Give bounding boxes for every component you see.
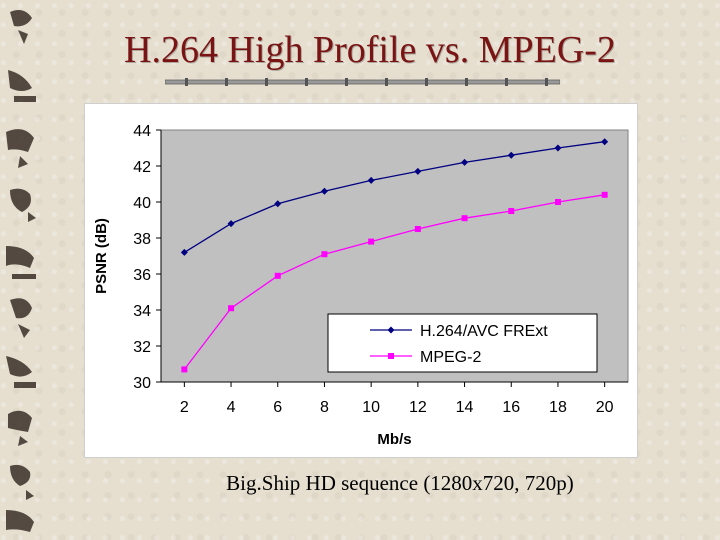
data-point [180, 248, 188, 256]
data-point [461, 158, 469, 166]
y-tick-label: 38 [133, 231, 151, 248]
x-tick-label: 20 [596, 399, 614, 416]
data-point [274, 200, 282, 208]
y-tick-label: 40 [133, 195, 151, 212]
y-tick-label: 32 [133, 339, 151, 356]
data-point [414, 167, 422, 175]
y-axis: 30 32 34 36 38 40 42 44 [133, 123, 162, 392]
data-point [367, 176, 375, 184]
slide-caption: Big.Ship HD sequence (1280x720, 720p) [226, 471, 574, 495]
data-point [508, 208, 515, 214]
data-point [274, 272, 281, 279]
data-point [414, 226, 421, 232]
x-tick-label: 18 [549, 399, 567, 416]
series-h264 [180, 138, 609, 256]
x-tick-label: 2 [180, 399, 189, 416]
data-point [554, 199, 561, 205]
y-tick-label: 34 [133, 303, 151, 320]
x-tick-label: 16 [502, 399, 520, 416]
legend-item: H.264/AVC FRExt [370, 323, 548, 340]
data-point [554, 144, 562, 152]
data-point [181, 366, 188, 373]
data-point [601, 138, 609, 146]
data-point [601, 191, 608, 198]
x-tick-label: 4 [227, 399, 236, 416]
psnr-line-chart: 30 32 34 36 38 40 42 44 2 4 6 8 10 12 14 16 18 20 PSNR (… [93, 123, 629, 448]
slide-title: H.264 High Profile vs. MPEG-2 [124, 29, 616, 71]
y-axis-label: PSNR (dB) [93, 218, 110, 294]
series-mpeg2 [181, 191, 608, 373]
legend-swatch-marker [388, 353, 394, 359]
data-point [228, 305, 235, 312]
legend-swatch-marker [387, 326, 395, 334]
series-line [184, 141, 605, 253]
x-tick-label: 8 [320, 399, 329, 416]
x-tick-label: 6 [273, 399, 282, 416]
data-point [227, 220, 235, 228]
series-layer [180, 138, 609, 373]
x-axis: 2 4 6 8 10 12 14 16 18 20 [161, 381, 628, 416]
x-tick-label: 10 [362, 399, 380, 416]
series-line [183, 194, 605, 370]
y-tick-label: 44 [133, 123, 151, 140]
title-underline-rule [165, 78, 560, 86]
y-tick-label: 30 [133, 375, 151, 392]
x-tick-label: 12 [409, 399, 427, 416]
legend-item: MPEG-2 [370, 349, 481, 366]
x-axis-label: Mb/s [377, 431, 411, 448]
y-tick-label: 36 [133, 267, 151, 284]
data-point [321, 251, 328, 258]
data-point [507, 151, 515, 159]
data-point [320, 187, 328, 195]
x-tick-label: 14 [456, 399, 474, 416]
legend-label: H.264/AVC FRExt [420, 323, 548, 340]
legend-box [327, 313, 598, 373]
data-point [368, 238, 375, 245]
chart-panel: 30 32 34 36 38 40 42 44 2 4 6 8 10 12 14 16 18 20 PSNR (… [84, 103, 638, 458]
data-point [461, 215, 468, 222]
legend: H.264/AVC FRExt MPEG-2 [327, 313, 598, 373]
legend-label: MPEG-2 [420, 349, 481, 366]
decorative-hieroglyph-border [6, 10, 36, 532]
y-tick-label: 42 [133, 159, 151, 176]
